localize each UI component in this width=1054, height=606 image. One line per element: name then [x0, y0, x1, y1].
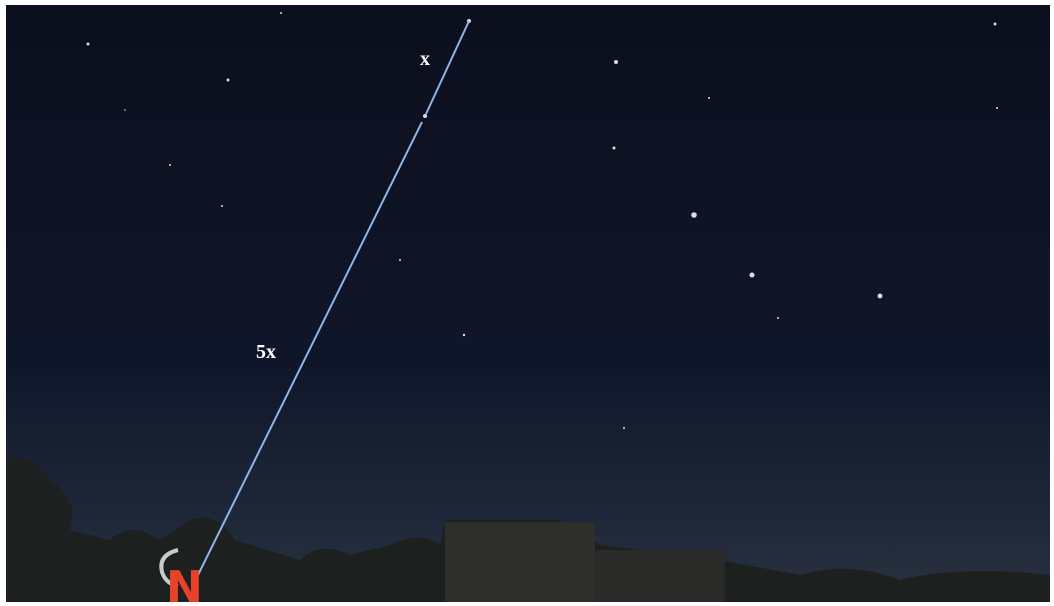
short-segment-label: x — [420, 48, 430, 70]
compass-label: N — [166, 562, 203, 606]
sky — [6, 5, 1050, 602]
sky-scene: x 5x N — [0, 0, 1054, 606]
long-segment-label: 5x — [256, 341, 276, 363]
